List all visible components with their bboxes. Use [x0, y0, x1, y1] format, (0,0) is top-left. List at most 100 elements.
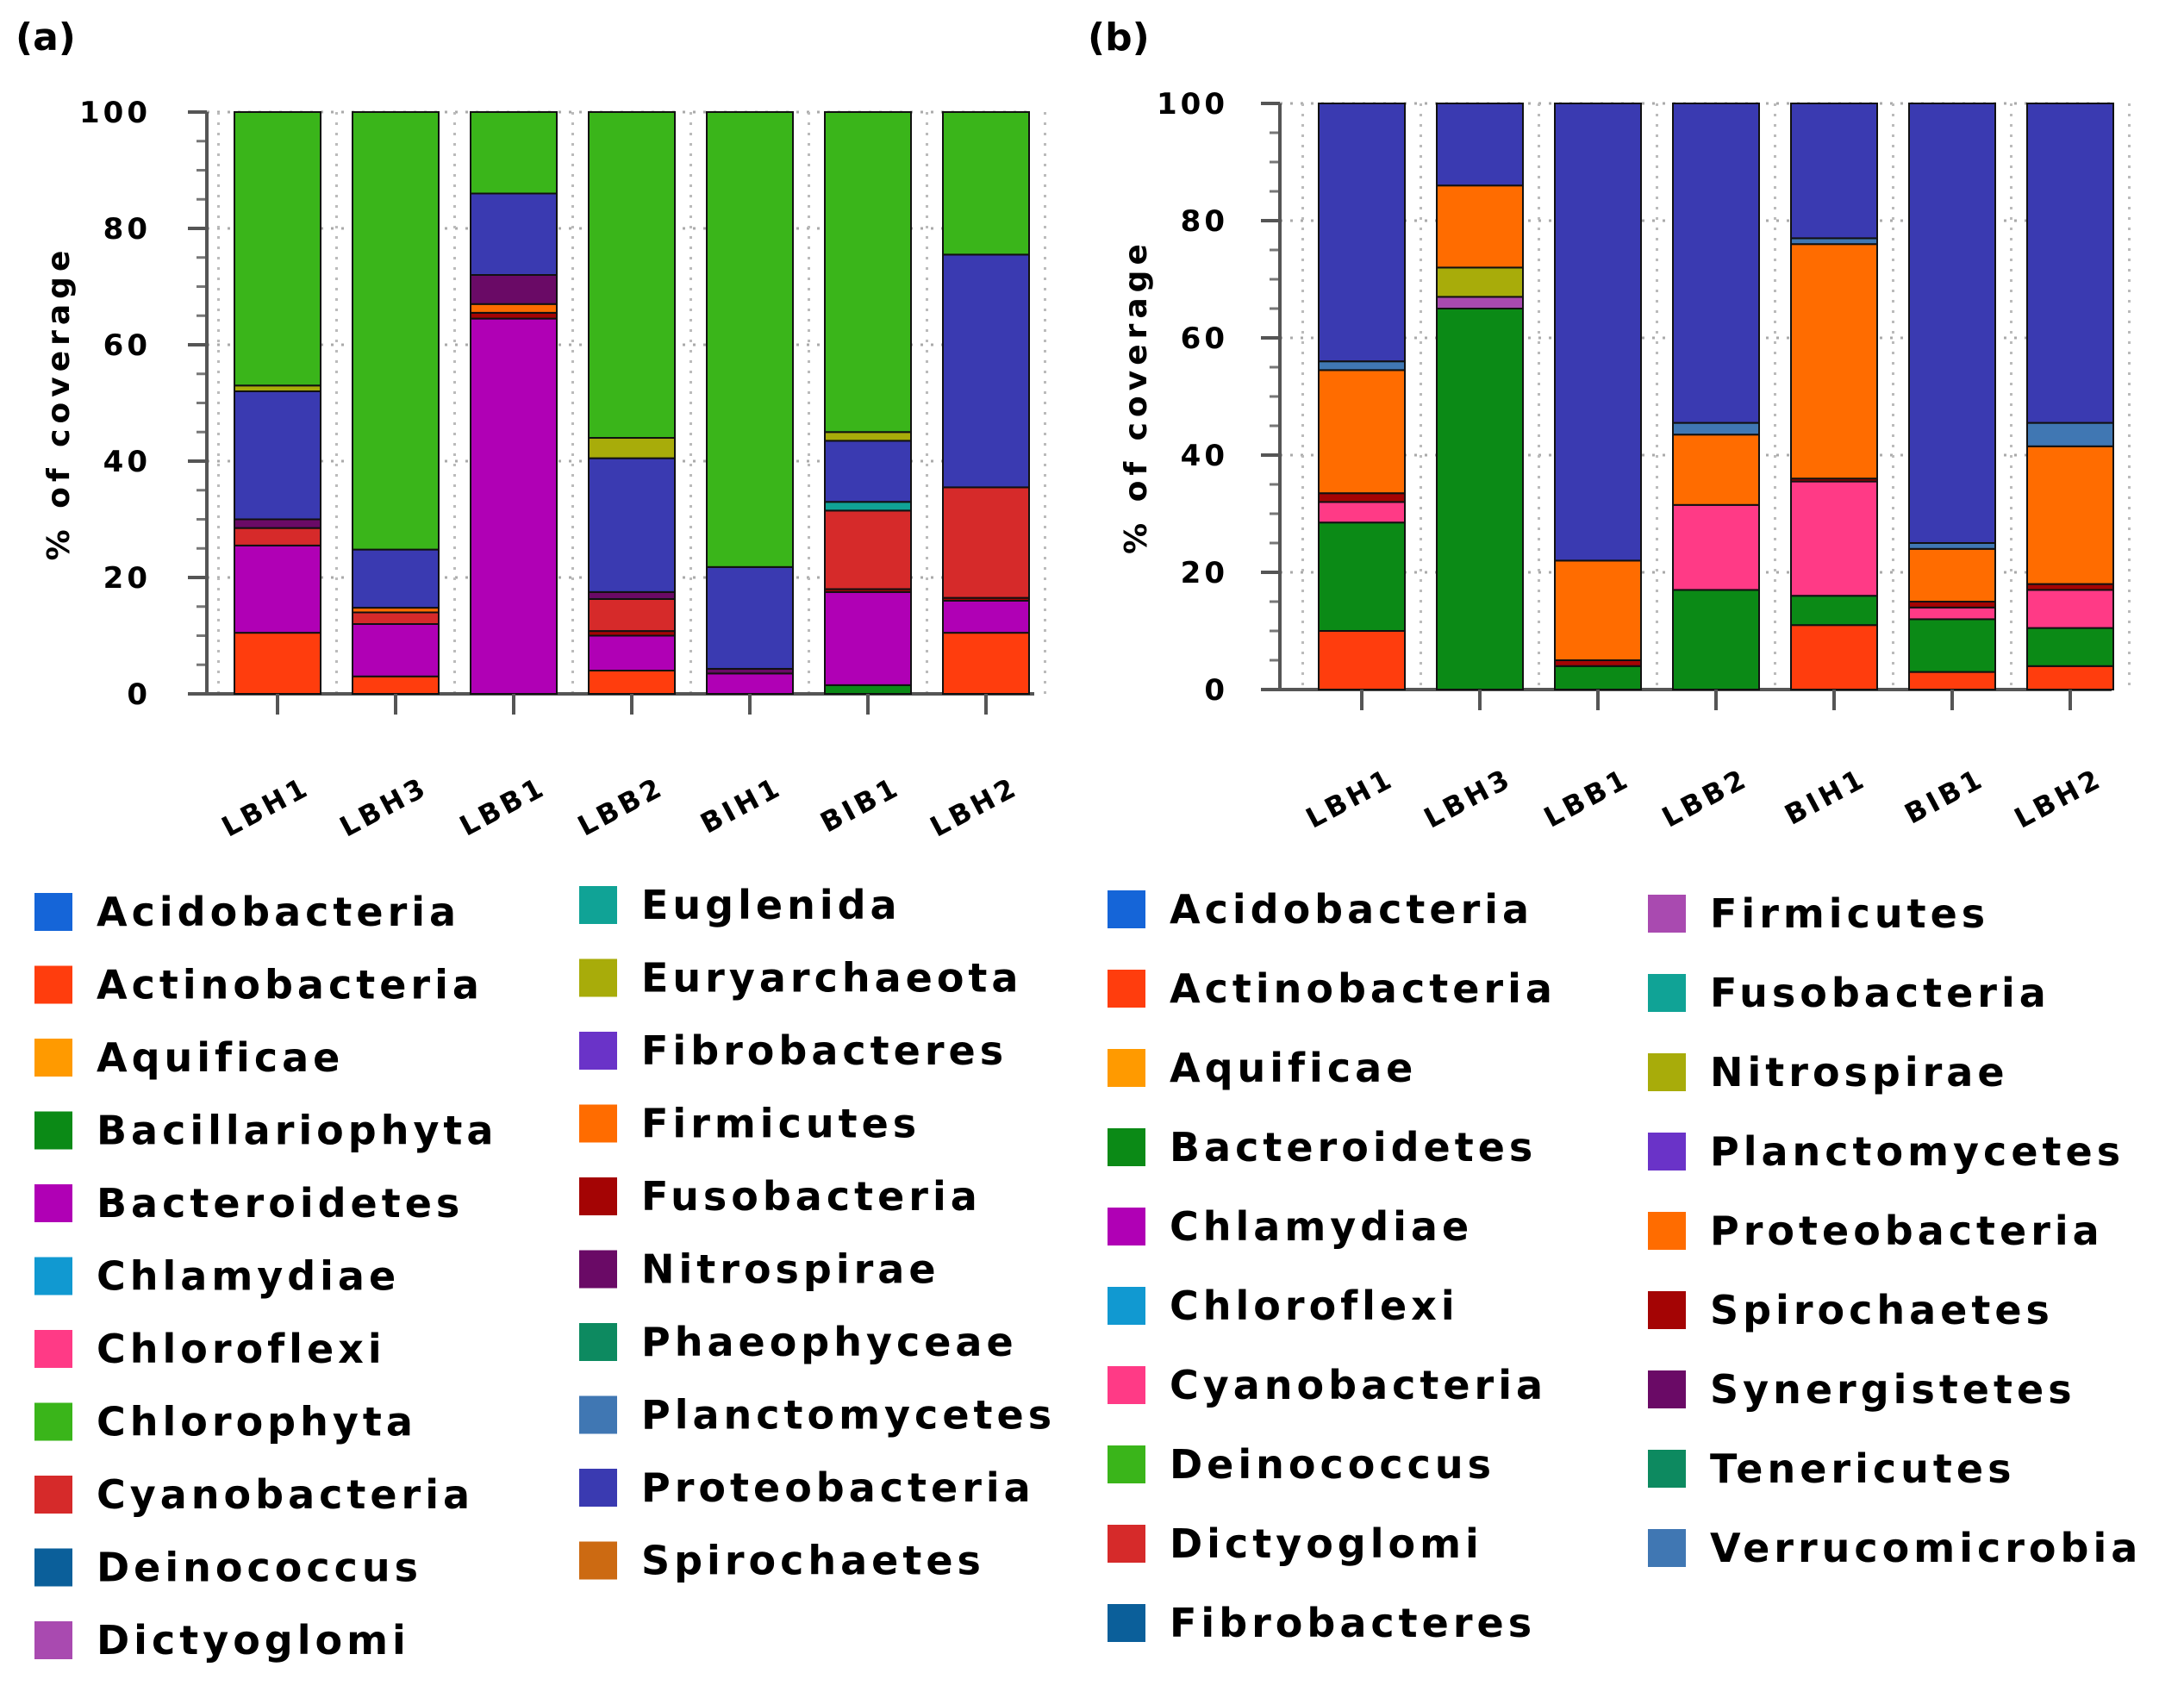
legend-item: Spirochaetes	[579, 1538, 981, 1584]
bar-segment-cyanobacteria	[942, 486, 1030, 599]
bar-segment-cyanobacteria	[1908, 606, 1996, 621]
bar-segment-proteobacteria	[2026, 445, 2114, 585]
legend-item: Planctomycetes	[1648, 1128, 2120, 1175]
legend-item: Nitrospirae	[579, 1246, 936, 1293]
bar-segment-firmicutes	[470, 303, 558, 314]
legend-swatch	[579, 1395, 617, 1434]
legend-b: Acidobacteria Actinobacteria Aquificae Bact…	[1108, 886, 2142, 1646]
legend-item: Aquificae	[1108, 1045, 1413, 1091]
legend-label: Euglenida	[641, 882, 902, 928]
x-tick-label: BIH1	[695, 771, 787, 840]
legend-label: Actinobacteria	[97, 962, 484, 1008]
legend-label: Aquificae	[97, 1034, 344, 1081]
bar-segment-bacteroidetes	[1436, 308, 1524, 690]
legend-label: Verrucomicrobia	[1710, 1525, 2142, 1571]
legend-item: Verrucomicrobia	[1648, 1525, 2142, 1571]
legend-item: Dictyoglomi	[34, 1617, 410, 1664]
bar-segment-nitrospirae	[1436, 266, 1524, 298]
legend-swatch	[1648, 974, 1686, 1012]
legend-label: Euryarchaeota	[641, 955, 1022, 1002]
bar-segment-bacteroidetes	[1554, 665, 1642, 690]
y-axis-label: % of coverage	[41, 246, 77, 561]
legend-label: Chlamydiae	[97, 1253, 400, 1300]
y-tick-label: 100	[79, 96, 151, 130]
bar-segment-bacteroidetes	[470, 317, 558, 695]
legend-swatch	[1648, 1133, 1686, 1170]
y-tick-label: 80	[1181, 204, 1228, 239]
legend-swatch	[1108, 1525, 1145, 1563]
bar-segment-proteobacteria	[1908, 103, 1996, 544]
legend-swatch	[1648, 1212, 1686, 1250]
bar-segment-proteobacteria	[1672, 103, 1760, 424]
bar-segment-actinobacteria	[588, 670, 676, 695]
bar-segment-chlorophyta	[942, 111, 1030, 256]
legend-label: Planctomycetes	[641, 1392, 1056, 1439]
legend-label: Cyanobacteria	[1170, 1362, 1547, 1408]
legend-swatch	[1108, 1049, 1145, 1087]
bar-segment-actinobacteria	[1790, 624, 1878, 691]
bar-segment-actinobacteria	[1318, 630, 1406, 690]
bar-segment-bacteroidetes	[588, 634, 676, 671]
bar-segment-chlorophyta	[706, 111, 794, 568]
legend-item: Acidobacteria	[1108, 886, 1529, 933]
legend-item: Chloroflexi	[1108, 1283, 1459, 1329]
legend-swatch	[34, 1402, 72, 1441]
legend-swatch	[34, 1257, 72, 1295]
x-tick-label: LBH3	[1419, 762, 1518, 835]
bar-segment-proteobacteria	[1790, 103, 1878, 240]
legend-item: Euglenida	[579, 882, 902, 928]
bar-segment-chlorophyta	[588, 111, 676, 439]
bar-segment-actinobacteria	[2026, 665, 2114, 690]
legend-label: Chloroflexi	[1170, 1283, 1459, 1329]
legend-swatch	[1108, 1128, 1145, 1166]
legend-label: Dictyoglomi	[97, 1617, 410, 1664]
bar-segment-cyanobacteria	[1790, 480, 1878, 597]
legend-item: Actinobacteria	[34, 962, 484, 1008]
legend-label: Dictyoglomi	[1170, 1520, 1483, 1567]
legend-item: Chlamydiae	[34, 1253, 400, 1300]
legend-a: Acidobacteria Actinobacteria Aquificae Baci…	[34, 882, 1056, 1664]
legend-swatch	[579, 1469, 617, 1507]
legend-item: Fusobacteria	[1648, 970, 2046, 1016]
y-tick-label: 60	[103, 328, 151, 363]
legend-swatch	[34, 965, 72, 1004]
legend-item: Chloroflexi	[34, 1326, 386, 1372]
bar-segment-firmicutes	[1436, 296, 1524, 309]
legend-item: Bacteroidetes	[1108, 1124, 1532, 1170]
legend-swatch	[579, 1250, 617, 1289]
y-tick-label: 20	[103, 561, 151, 596]
legend-item: Cyanobacteria	[1108, 1362, 1547, 1408]
x-tick-label: LBH1	[1301, 762, 1400, 835]
legend-label: Chloroflexi	[97, 1326, 386, 1372]
legend-swatch	[1108, 1287, 1145, 1325]
legend-label: Tenericutes	[1710, 1445, 2015, 1492]
bar-segment-euryarchaeota	[588, 437, 676, 459]
legend-label: Chlamydiae	[1170, 1203, 1473, 1250]
legend-item: Synergistetes	[1648, 1366, 2072, 1413]
legend-item: Nitrospirae	[1648, 1049, 2005, 1096]
legend-swatch	[579, 1323, 617, 1361]
legend-label: Fusobacteria	[641, 1173, 982, 1220]
legend-item: Chlamydiae	[1108, 1203, 1473, 1250]
x-tick-label: BIB1	[1900, 762, 1990, 831]
legend-label: Deinococcus	[1170, 1441, 1495, 1488]
legend-item: Deinococcus	[1108, 1441, 1495, 1488]
bar-segment-proteobacteria	[1436, 184, 1524, 269]
bar-segment-bacteroidetes	[352, 623, 440, 677]
legend-label: Fibrobacteres	[641, 1027, 1008, 1074]
legend-item: Deinococcus	[34, 1545, 418, 1591]
bar-segment-euryarchaeota	[234, 384, 321, 392]
legend-item: Aquificae	[34, 1034, 344, 1081]
bar-segment-chlorophyta	[234, 111, 321, 387]
y-tick-label: 80	[103, 212, 151, 247]
bar-segment-verrucomicrobia	[2026, 421, 2114, 447]
bar-segment-verrucomicrobia	[1672, 421, 1760, 436]
legend-swatch	[1108, 890, 1145, 928]
bar-segment-proteobacteria	[234, 390, 321, 521]
legend-item: Cyanobacteria	[34, 1471, 470, 1518]
bar-segment-verrucomicrobia	[1790, 237, 1878, 246]
bar-segment-actinobacteria	[234, 632, 321, 695]
y-tick-label: 100	[1157, 87, 1228, 122]
bar-segment-proteobacteria	[1318, 369, 1406, 495]
